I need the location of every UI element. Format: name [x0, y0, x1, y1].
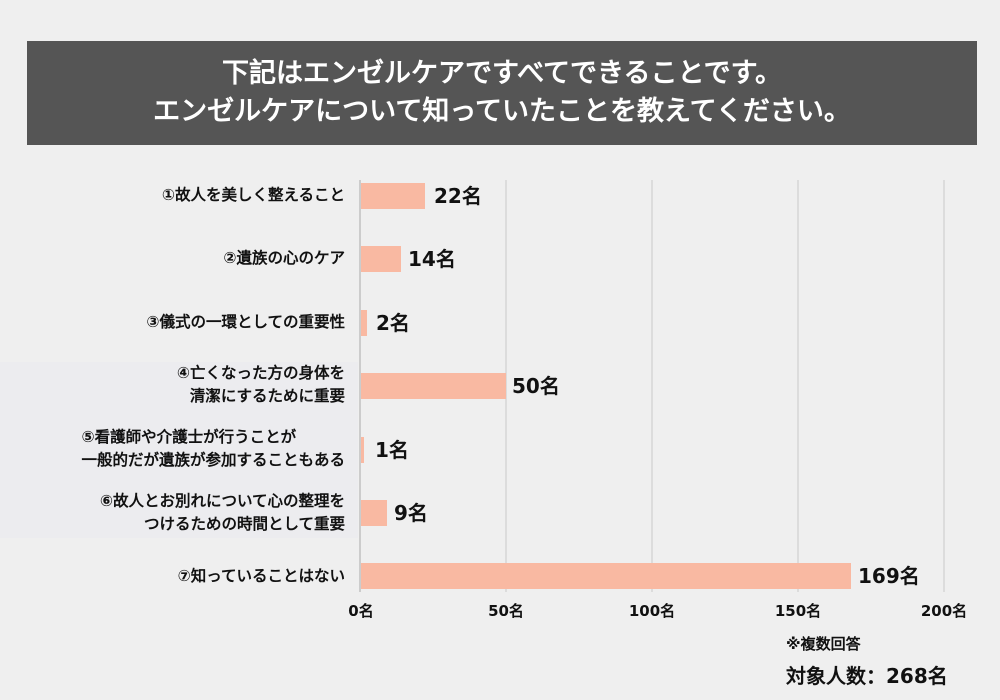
row-label-2: ②遺族の心のケア [223, 247, 345, 270]
x-tick-100: 100名 [628, 602, 676, 620]
x-tick-0: 0名 [348, 602, 374, 620]
respondent-count: 対象人数：268名 [786, 664, 948, 688]
multiple-answer-note: ※複数回答 [786, 635, 861, 653]
x-tick-150: 150名 [774, 602, 822, 620]
value-label-5: 1名 [375, 438, 409, 462]
row-label-text: 清潔にするために重要 [189, 387, 345, 405]
value-label-4: 50名 [512, 374, 560, 398]
label-background-band [0, 362, 358, 538]
title-line-2: エンゼルケアについて知っていたことを教えてください。 [153, 96, 851, 127]
gridline-50 [505, 180, 507, 592]
row-label-text: ②遺族の心のケア [223, 249, 345, 267]
row-label-4: ④亡くなった方の身体を 清潔にするために重要 [177, 362, 345, 408]
gridline-150 [797, 180, 799, 592]
row-label-6: ⑥故人とお別れについて心の整理を つけるための時間として重要 [100, 490, 345, 536]
row-label-text: ⑤看護師や介護士が行うことが [81, 428, 297, 446]
bar-6 [361, 500, 387, 526]
row-label-3: ③儀式の一環としての重要性 [146, 311, 345, 334]
title-line-1: 下記はエンゼルケアですべてできることです。 [222, 58, 782, 89]
gridline-200 [943, 180, 945, 592]
row-label-text: ④亡くなった方の身体を [176, 364, 345, 382]
bar-1 [361, 183, 425, 209]
row-label-5: ⑤看護師や介護士が行うことが 一般的だが遺族が参加することもある [81, 426, 345, 472]
value-label-6: 9名 [394, 501, 428, 525]
value-label-1: 22名 [434, 184, 482, 208]
bar-2 [361, 246, 401, 272]
bar-3 [361, 310, 367, 336]
x-tick-50: 50名 [488, 602, 524, 620]
row-label-text: ①故人を美しく整えること [161, 186, 345, 204]
row-label-text: つけるための時間として重要 [143, 515, 345, 533]
row-label-text: ③儀式の一環としての重要性 [146, 313, 345, 331]
row-label-text: ⑥故人とお別れについて心の整理を [99, 492, 345, 510]
x-tick-200: 200名 [920, 602, 968, 620]
row-label-1: ①故人を美しく整えること [162, 184, 345, 207]
chart-title: 下記はエンゼルケアですべてできることです。 エンゼルケアについて知っていたことを… [27, 41, 977, 145]
value-label-2: 14名 [408, 247, 456, 271]
gridline-100 [651, 180, 653, 592]
bar-4 [361, 373, 506, 399]
bar-5 [361, 437, 364, 463]
row-label-text: ⑦知っていることはない [177, 567, 345, 585]
row-label-text: 一般的だが遺族が参加することもある [81, 451, 345, 469]
bar-7 [361, 563, 851, 589]
y-axis-line [359, 180, 361, 592]
value-label-7: 169名 [858, 564, 920, 588]
row-label-7: ⑦知っていることはない [178, 565, 345, 588]
value-label-3: 2名 [376, 311, 410, 335]
